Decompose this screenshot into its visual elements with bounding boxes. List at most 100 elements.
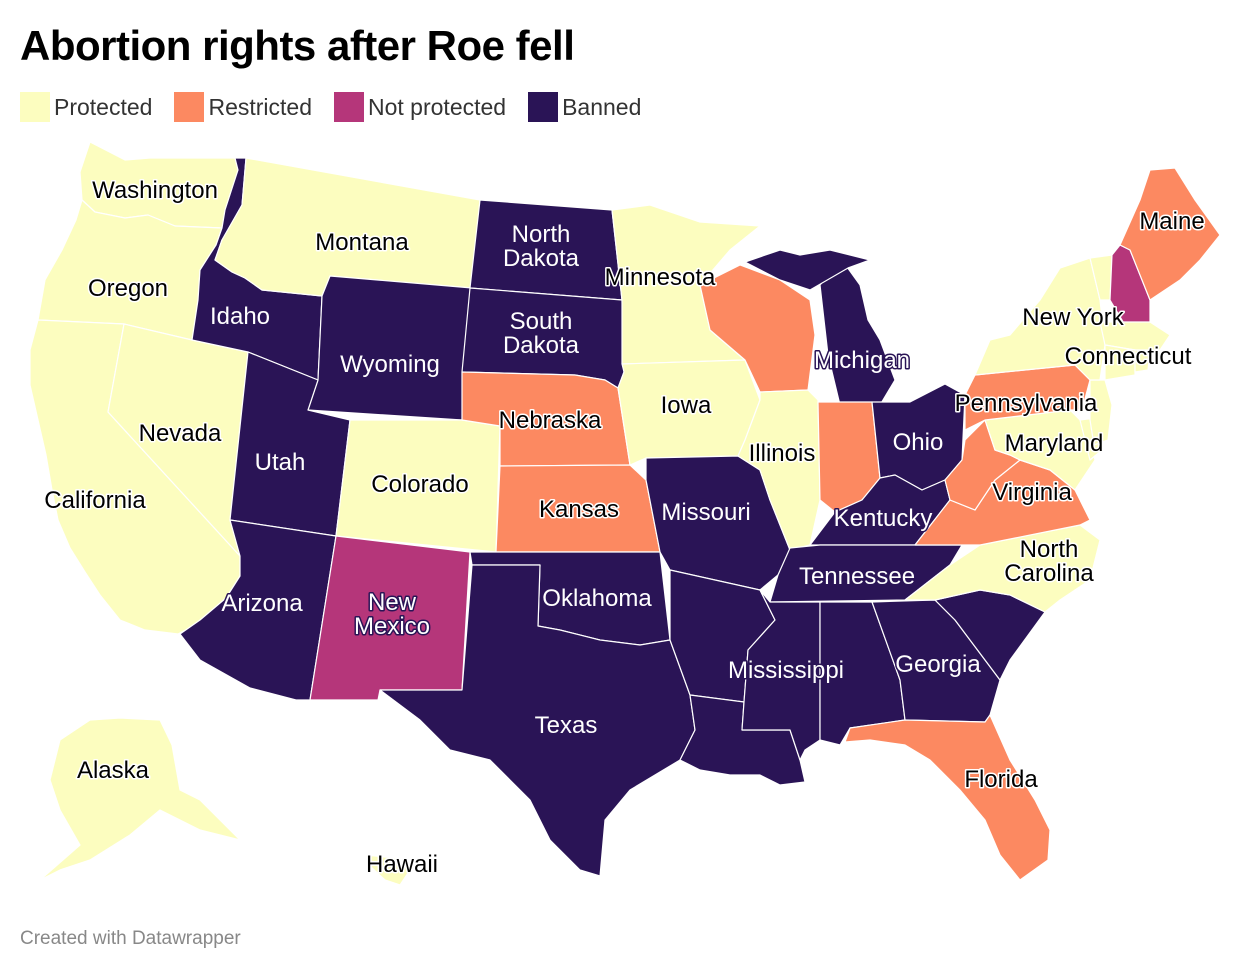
state-label-line: Nebraska [499,407,602,434]
legend-item-banned: Banned [528,92,641,122]
state-illinois [737,389,821,551]
state-label-iowa: Iowa [661,392,712,419]
state-label-maryland: Maryland [1005,430,1104,457]
state-label-oregon: Oregon [88,275,168,302]
legend-swatch-not-protected [334,92,364,122]
legend-label-protected: Protected [54,93,153,120]
state-rhode-island [1134,349,1151,373]
state-label-idaho: Idaho [210,303,270,330]
state-label-washington: Washington [92,177,218,204]
state-label-line: Mississippi [728,657,844,684]
state-label-line: Mexico [354,613,430,640]
state-label-new-york: New York [1022,304,1124,331]
state-label-oklahoma: Oklahoma [542,585,652,612]
state-label-line: Florida [964,766,1038,793]
state-label-minnesota: Minnesota [605,264,716,291]
state-label-line: Virginia [992,479,1072,506]
state-label-nevada: Nevada [139,420,222,447]
legend-item-restricted: Restricted [174,92,312,122]
state-label-colorado: Colorado [371,471,468,498]
state-label-line: Arizona [221,590,303,617]
legend-item-not-protected: Not protected [334,92,506,122]
state-label-california: California [44,487,146,514]
state-label-line: Utah [255,449,306,476]
state-label-line: Minnesota [605,264,716,291]
state-alaska [39,717,241,881]
legend-item-protected: Protected [20,92,152,122]
state-label-line: Hawaii [366,851,438,878]
state-mississippi [741,589,821,761]
state-maine [1119,167,1221,301]
state-label-utah: Utah [255,449,306,476]
state-label-tennessee: Tennessee [799,563,915,590]
state-label-line: Dakota [503,332,580,359]
state-label-hawaii: Hawaii [366,851,438,878]
state-label-line: Nevada [139,420,222,447]
state-label-connecticut: Connecticut [1065,343,1192,370]
state-label-wyoming: Wyoming [340,351,440,378]
state-label-line: Montana [315,229,409,256]
state-label-arizona: Arizona [221,590,303,617]
state-label-line: California [44,487,146,514]
state-label-line: Alaska [77,757,150,784]
state-label-montana: Montana [315,229,409,256]
state-label-line: Ohio [893,429,944,456]
state-label-line: Dakota [503,245,580,272]
state-label-missouri: Missouri [661,499,750,526]
legend-swatch-banned [528,92,559,122]
state-label-line: Wyoming [340,351,440,378]
state-label-line: South [510,308,573,335]
state-florida [844,714,1051,881]
state-maryland [984,409,1096,491]
state-label-ohio: Ohio [893,429,944,456]
state-texas [379,564,696,877]
state-label-line: Tennessee [799,563,915,590]
state-label-line: Maine [1139,208,1204,235]
state-wisconsin [699,264,816,393]
state-michigan [819,259,896,406]
state-label-line: Kentucky [834,505,933,532]
state-label-line: Texas [535,712,598,739]
state-hawaii [364,854,411,886]
state-label-illinois: Illinois [749,440,816,467]
state-label-line: North [1020,536,1079,563]
state-connecticut [1104,344,1136,381]
legend-swatch-restricted [174,92,205,122]
state-label-line: Colorado [371,471,468,498]
state-label-line: Oregon [88,275,168,302]
state-label-michigan: Michigan [814,347,910,374]
state-label-line: Maryland [1005,430,1104,457]
state-label-line: Illinois [749,440,816,467]
legend: Protected Restricted Not protected Banne… [20,92,663,122]
state-label-line: New [368,589,417,616]
state-label-north-carolina: North Carolina [1004,536,1094,587]
chart-title: Abortion rights after Roe fell [20,22,575,69]
state-label-line: Oklahoma [542,585,652,612]
label-layer: Washington Oregon California Nevada Idaho Mon… [43,176,1206,880]
state-label-line: Georgia [895,651,981,678]
state-label-line: New York [1022,304,1124,331]
state-label-virginia: Virginia [992,479,1072,506]
state-wyoming [307,275,473,421]
footer-credit: Created with Datawrapper [20,928,241,949]
state-label-line: Washington [92,177,218,204]
state-label-north-dakota: North Dakota [503,221,580,272]
state-label-new-mexico: New Mexico [354,589,430,640]
state-label-line: Idaho [210,303,270,330]
state-label-mississippi: Mississippi [728,657,844,684]
state-label-nebraska: Nebraska [499,407,602,434]
state-label-pennsylvania: Pennsylvania [955,390,1098,417]
state-label-kansas: Kansas [539,496,619,523]
legend-label-banned: Banned [562,93,642,120]
state-label-line: Iowa [661,392,712,419]
state-label-florida: Florida [964,766,1038,793]
state-label-line: Michigan [814,347,910,374]
legend-label-restricted: Restricted [208,93,312,120]
state-michigan-upper-peninsula [744,249,871,291]
state-label-line: Pennsylvania [955,390,1098,417]
state-label-texas: Texas [535,712,598,739]
state-label-line: North [512,221,571,248]
legend-swatch-protected [20,92,50,122]
state-label-line: Connecticut [1065,343,1192,370]
state-montana [214,157,481,297]
